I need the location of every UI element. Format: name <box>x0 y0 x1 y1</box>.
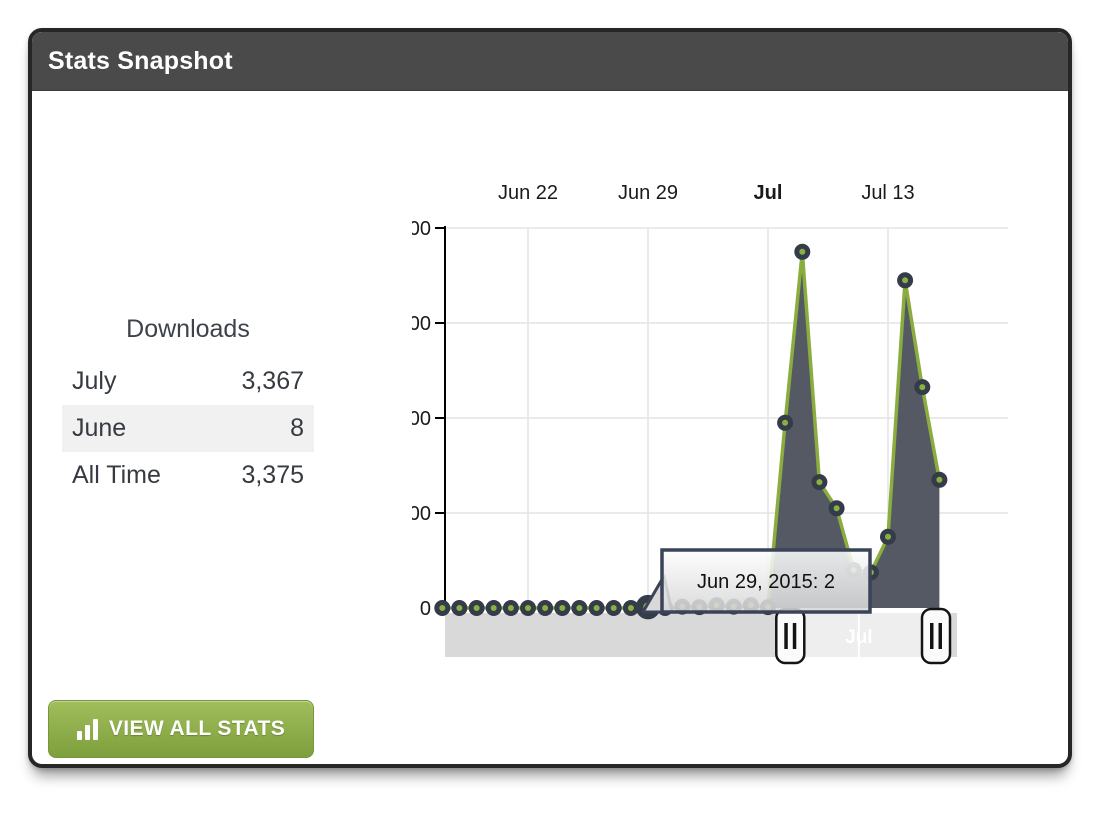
data-point[interactable] <box>537 600 554 616</box>
data-point[interactable] <box>622 600 639 616</box>
stats-snapshot-card: Stats Snapshot Downloads July 3,367 June… <box>28 28 1072 768</box>
y-tick-label: 600 <box>412 313 431 335</box>
x-tick-label: Jul 13 <box>861 182 914 204</box>
data-point[interactable] <box>571 600 588 616</box>
data-point[interactable] <box>811 474 828 491</box>
card-title: Stats Snapshot <box>48 46 233 75</box>
x-tick-label: Jul <box>754 182 783 204</box>
x-tick-label: Jun 29 <box>618 182 678 204</box>
range-selection[interactable] <box>790 613 936 657</box>
card-header: Stats Snapshot <box>32 32 1068 91</box>
data-point[interactable] <box>931 471 948 488</box>
downloads-table: Downloads July 3,367 June 8 All Time 3,3… <box>62 315 314 499</box>
data-point[interactable] <box>605 600 622 616</box>
data-point[interactable] <box>434 600 451 616</box>
data-point[interactable] <box>451 600 468 616</box>
range-month-label: Jul <box>845 627 872 648</box>
data-point[interactable] <box>914 379 931 396</box>
y-tick-label: 400 <box>412 408 431 430</box>
data-point[interactable] <box>777 414 794 431</box>
row-value: 3,375 <box>241 461 304 489</box>
data-point[interactable] <box>897 272 914 289</box>
data-point[interactable] <box>794 243 811 260</box>
area-fill <box>442 251 940 609</box>
row-value: 3,367 <box>241 367 304 395</box>
y-tick-label: 800 <box>412 218 431 240</box>
x-tick-label: Jun 22 <box>498 182 558 204</box>
downloads-chart[interactable]: 800 600 400 200 0 Jun 22 Jun 29 Jul Jul 13 Jul Jun… <box>398 172 1057 707</box>
range-handle-right[interactable] <box>920 607 952 665</box>
data-point[interactable] <box>485 600 502 616</box>
row-label: All Time <box>72 461 161 489</box>
view-all-stats-button[interactable]: VIEW ALL STATS <box>48 700 314 758</box>
data-point[interactable] <box>502 600 519 616</box>
range-handle-left[interactable] <box>775 607 806 665</box>
data-point[interactable] <box>828 500 845 517</box>
y-tick-label: 200 <box>412 503 431 525</box>
data-point[interactable] <box>880 528 896 545</box>
y-tick-label: 0 <box>420 598 431 620</box>
downloads-title: Downloads <box>126 315 250 343</box>
downloads-chart-area: 800 600 400 200 0 Jun 22 Jun 29 Jul Jul 13 Jul Jun… <box>398 172 1057 707</box>
view-all-stats-label: VIEW ALL STATS <box>108 717 286 740</box>
data-point[interactable] <box>468 600 485 616</box>
row-label: June <box>72 414 127 442</box>
downloads-row-july: July 3,367 <box>62 358 314 405</box>
bar-chart-icon <box>76 718 98 740</box>
chart-tooltip: Jun 29, 2015: 2 <box>641 548 872 614</box>
downloads-row-alltime: All Time 3,375 <box>62 452 314 499</box>
tooltip-text: Jun 29, 2015: 2 <box>697 571 835 593</box>
downloads-row-june: June 8 <box>62 405 314 452</box>
data-point[interactable] <box>554 600 571 616</box>
row-value: 8 <box>290 414 304 442</box>
data-point[interactable] <box>520 600 536 616</box>
data-point[interactable] <box>588 600 605 616</box>
row-label: July <box>72 367 117 395</box>
